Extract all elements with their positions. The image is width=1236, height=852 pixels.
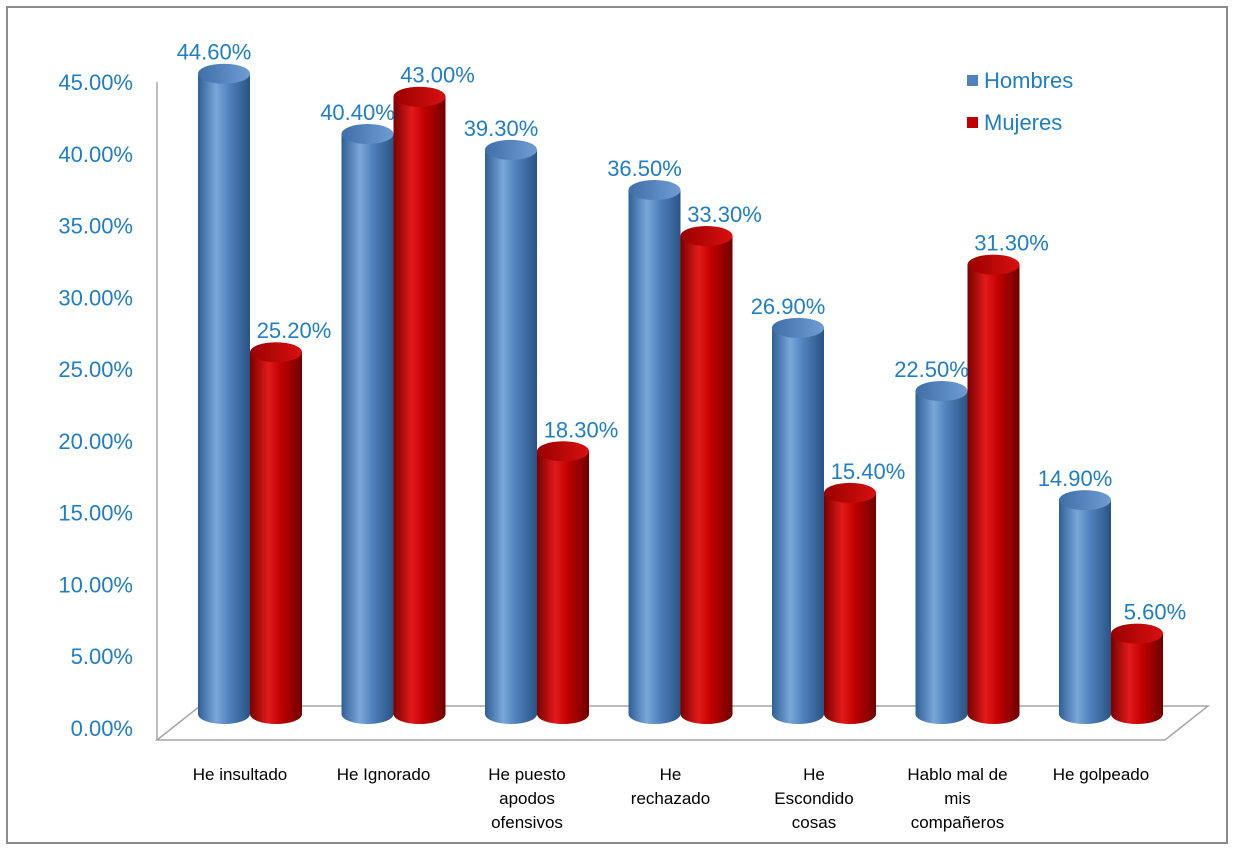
data-label: 18.30%	[544, 417, 619, 442]
bar-mujeres	[824, 492, 876, 724]
category-label: mis	[944, 789, 970, 808]
bar-top-hombres	[628, 180, 681, 201]
bar-top-mujeres	[1111, 623, 1163, 644]
y-tick-label: 10.00%	[58, 572, 133, 597]
bar-mujeres	[393, 96, 446, 724]
legend-swatch-hombres	[967, 75, 978, 86]
bar-hombres	[198, 73, 250, 724]
bar-top-mujeres	[824, 482, 876, 503]
data-label: 31.30%	[974, 231, 1049, 256]
bar-top-mujeres	[967, 254, 1020, 275]
bar-top-mujeres	[393, 86, 446, 107]
category-label: He	[660, 765, 682, 784]
data-label: 15.40%	[831, 459, 906, 484]
category-label: He puesto	[488, 765, 566, 784]
bar-mujeres	[680, 235, 733, 724]
y-tick-label: 45.00%	[58, 70, 133, 95]
bar-hombres	[341, 134, 394, 725]
bar-top-mujeres	[250, 342, 302, 363]
legend-label: Hombres	[984, 68, 1073, 93]
y-tick-label: 25.00%	[58, 357, 133, 382]
data-label: 33.30%	[687, 202, 762, 227]
x-axis-categories: He insultado He Ignorado He puesto apodos of…	[193, 765, 1149, 832]
y-tick-label: 15.00%	[58, 501, 133, 526]
category-label: He Ignorado	[337, 765, 431, 784]
data-labels: 44.60% 25.20% 40.40%43.00% 39.30% 18.30% 36.5…	[177, 40, 1187, 625]
bar-hombres	[915, 391, 968, 724]
bar-mujeres	[1111, 633, 1163, 724]
bar-hombres	[628, 190, 681, 724]
data-label: 44.60%	[177, 40, 252, 65]
legend-label: Mujeres	[984, 110, 1062, 135]
data-label: 26.90%	[751, 294, 826, 319]
y-tick-label: 40.00%	[58, 142, 133, 167]
category-label: He	[803, 765, 825, 784]
legend-swatch-mujeres	[967, 117, 978, 128]
bars	[198, 63, 1163, 725]
data-label: 25.20%	[257, 318, 332, 343]
data-label: 40.40%	[320, 100, 395, 125]
bar-top-hombres	[1059, 490, 1111, 511]
bar-top-mujeres	[537, 441, 589, 462]
bar-hombres	[772, 327, 824, 724]
category-label: ofensivos	[491, 813, 563, 832]
category-label: apodos	[499, 789, 555, 808]
bar-mujeres	[967, 264, 1020, 724]
y-tick-label: 20.00%	[58, 429, 133, 454]
data-label: 39.30%	[464, 116, 539, 141]
data-label: 36.50%	[607, 156, 682, 181]
bar-top-hombres	[485, 139, 537, 160]
bar-top-hombres	[198, 63, 250, 84]
bar-hombres	[1059, 500, 1111, 724]
bar-mujeres	[537, 451, 589, 724]
bar-top-hombres	[772, 317, 824, 338]
data-label: 43.00%	[400, 63, 475, 88]
y-tick-label: 5.00%	[71, 644, 133, 669]
category-label: Hablo mal de	[907, 765, 1007, 784]
category-label: compañeros	[911, 813, 1005, 832]
category-label: rechazado	[631, 789, 710, 808]
bar-mujeres	[250, 352, 302, 724]
category-label: He insultado	[193, 765, 288, 784]
bar-top-hombres	[341, 124, 394, 145]
category-label: He golpeado	[1053, 765, 1149, 784]
bar-top-hombres	[915, 381, 968, 401]
y-axis: 0.00% 5.00% 10.00% 15.00% 20.00% 25.00% 30.00%…	[58, 70, 133, 741]
y-tick-label: 35.00%	[58, 214, 133, 239]
category-label: cosas	[792, 813, 836, 832]
y-tick-label: 0.00%	[71, 716, 133, 741]
category-label: Escondido	[774, 789, 853, 808]
data-label: 22.50%	[894, 357, 969, 382]
bar-hombres	[485, 149, 537, 724]
y-tick-label: 30.00%	[58, 285, 133, 310]
bar-top-mujeres	[680, 225, 733, 246]
data-label: 14.90%	[1038, 466, 1113, 491]
data-label: 5.60%	[1124, 600, 1186, 625]
legend: Hombres Mujeres	[967, 68, 1073, 135]
